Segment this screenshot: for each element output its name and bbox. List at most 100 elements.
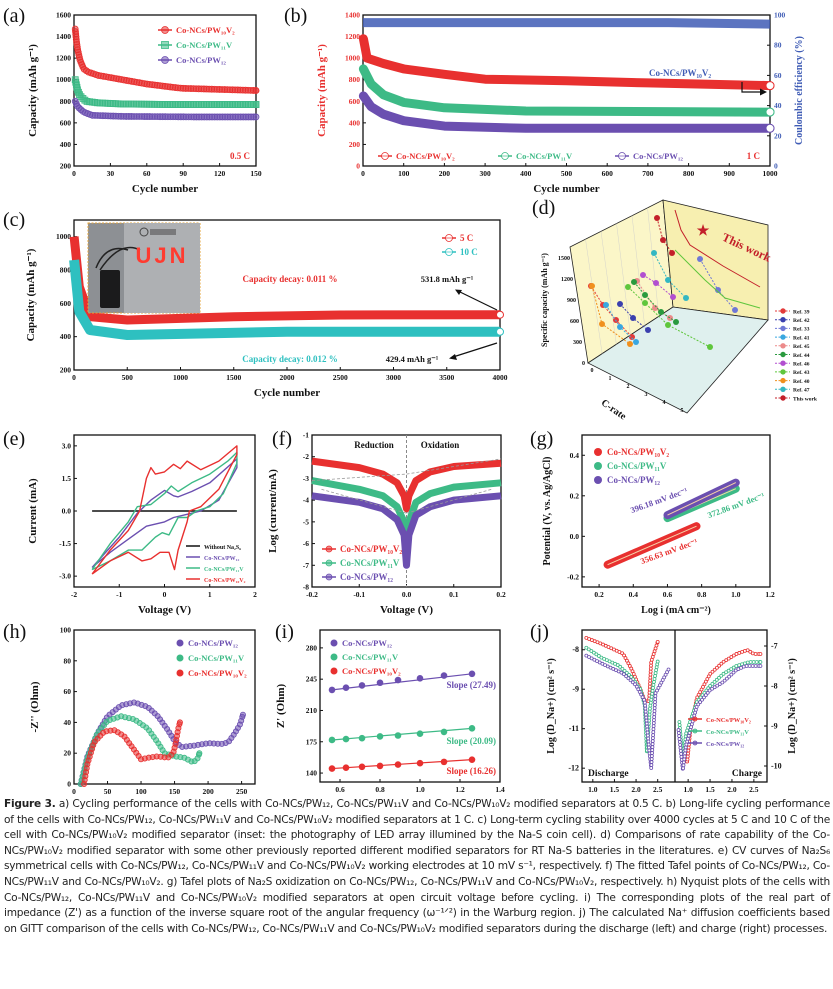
legend-c-1-marker xyxy=(445,248,453,256)
slope-label-i: Slope (20.09) xyxy=(447,736,497,746)
x-tick-label: 0 xyxy=(361,169,365,178)
x-tick-label-d: 5 xyxy=(681,408,684,414)
coin-cell-holder xyxy=(100,270,120,308)
ref-point xyxy=(617,301,623,307)
x-tick-label: 100 xyxy=(398,169,410,178)
y-tick-label: 600 xyxy=(349,97,361,106)
panel-label-b: (b) xyxy=(284,5,307,27)
figure-3: (a) (b)(c)(d)(e) (f) (g)(h) (i) (j)0 30 60 90 120… xyxy=(3,5,818,795)
diffusion-point xyxy=(710,669,715,674)
warburg-fit-2 xyxy=(331,759,473,770)
y-tick-label: 140 xyxy=(306,769,318,778)
ref-point xyxy=(665,322,671,328)
ref-point xyxy=(732,307,738,313)
y-tick-label: 1600 xyxy=(56,11,71,20)
diffusion-point xyxy=(714,677,719,682)
tafel-fit-line xyxy=(311,473,407,481)
y-tick-label: -7 xyxy=(771,642,778,651)
diffusion-point xyxy=(745,660,750,665)
diffusion-point xyxy=(645,727,650,732)
y-tick-label: -2 xyxy=(303,452,309,461)
x-tick-label: 1.0 xyxy=(588,785,598,794)
panel-label-i: (i) xyxy=(275,621,294,643)
legend-e-1-label: Co-NCs/PW₁₂ xyxy=(204,556,239,562)
x-tick-label: 2 xyxy=(253,590,257,599)
x-tick-label: 50 xyxy=(104,787,112,795)
ref-point xyxy=(645,327,651,333)
plot-frame-i xyxy=(319,629,501,783)
plot-frame-b xyxy=(362,14,771,167)
diffusion-point xyxy=(708,671,713,676)
diffusion-point xyxy=(649,697,654,702)
legend-d-label: Ref. 44 xyxy=(793,353,810,359)
x-axis-label: Cycle number xyxy=(533,183,599,195)
led-array-text: UJN xyxy=(135,243,188,268)
y-axis-label: Capacity (mAh g⁻¹) xyxy=(316,44,328,137)
diffusion-point xyxy=(646,736,651,741)
diffusion-point xyxy=(717,663,722,668)
diffusion-point xyxy=(652,709,657,714)
y-tick-label-d: 300 xyxy=(573,340,582,346)
y-tick-label: -9 xyxy=(572,685,579,694)
arrow-10c xyxy=(452,342,498,358)
y-tick-label: -12 xyxy=(568,764,579,773)
x-tick-label: 1.5 xyxy=(610,785,620,794)
capacity-value-10c: 429.4 mAh g⁻¹ xyxy=(386,354,439,364)
y-tick-label: 0.0 xyxy=(570,532,580,541)
coulombic-efficiency-band xyxy=(363,18,771,29)
ref-point xyxy=(654,215,660,221)
x-tick-label: 1000 xyxy=(173,373,188,382)
diffusion-point xyxy=(648,678,653,683)
slope-label-i: Slope (16.26) xyxy=(447,766,497,776)
x-tick-label: 150 xyxy=(169,787,181,795)
legend-g-marker xyxy=(594,476,602,484)
arrow-head-10c xyxy=(449,354,457,360)
legend-a-1-marker xyxy=(161,41,169,49)
legend-g-label: Co-NCs/PW₁₀V₂ xyxy=(607,447,669,457)
x-tick-label: 0.6 xyxy=(663,590,673,599)
ref-point xyxy=(603,302,609,308)
y-tick-label: 1200 xyxy=(345,32,360,41)
x-tick-label: 1.2 xyxy=(765,590,775,599)
diffusion-point xyxy=(648,706,652,711)
x-tick-label: 300 xyxy=(479,169,491,178)
diffusion-point xyxy=(626,676,631,681)
ref-point xyxy=(667,315,673,321)
ref-point xyxy=(617,324,623,330)
legend-h-marker xyxy=(176,654,184,662)
y-axis-label: Current (mA) xyxy=(27,478,39,544)
x-tick-label: 500 xyxy=(122,373,134,382)
legend-d-label: Ref. 41 xyxy=(793,335,810,341)
diffusion-point xyxy=(649,760,654,764)
legend-d-marker xyxy=(780,325,786,332)
legend-i-marker xyxy=(330,667,338,675)
warburg-point-2 xyxy=(394,761,402,768)
diffusion-point xyxy=(720,680,725,685)
legend-f-2-marker xyxy=(325,573,333,581)
diffusion-point xyxy=(715,665,719,670)
y-tick-label: 40 xyxy=(64,718,72,727)
diffusion-point xyxy=(678,745,683,750)
legend-a-2-label: Co-NCs/PW₁₂ xyxy=(176,55,226,65)
data-point-a-0 xyxy=(252,87,260,94)
end-marker-b xyxy=(765,81,775,91)
ref-point xyxy=(633,339,639,345)
diffusion-point xyxy=(744,664,749,668)
diffusion-point xyxy=(653,697,658,702)
y-tick-label: 200 xyxy=(60,366,72,375)
diffusion-point xyxy=(630,680,635,685)
y-tick-label: -8 xyxy=(771,682,778,691)
diffusion-point xyxy=(652,715,657,720)
y-tick-label: 800 xyxy=(60,266,72,275)
ref-point xyxy=(670,294,676,300)
diffusion-point xyxy=(731,670,736,675)
star-icon: ★ xyxy=(697,223,710,239)
x-tick-label: 2000 xyxy=(280,373,295,382)
diffusion-point xyxy=(620,666,625,671)
x-tick-label: -0.2 xyxy=(306,590,318,599)
diffusion-point xyxy=(624,670,629,675)
diffusion-point xyxy=(628,678,633,683)
diffusion-point xyxy=(722,678,727,683)
y-tick-label: 0 xyxy=(356,162,360,171)
arrow-5c xyxy=(457,290,498,311)
